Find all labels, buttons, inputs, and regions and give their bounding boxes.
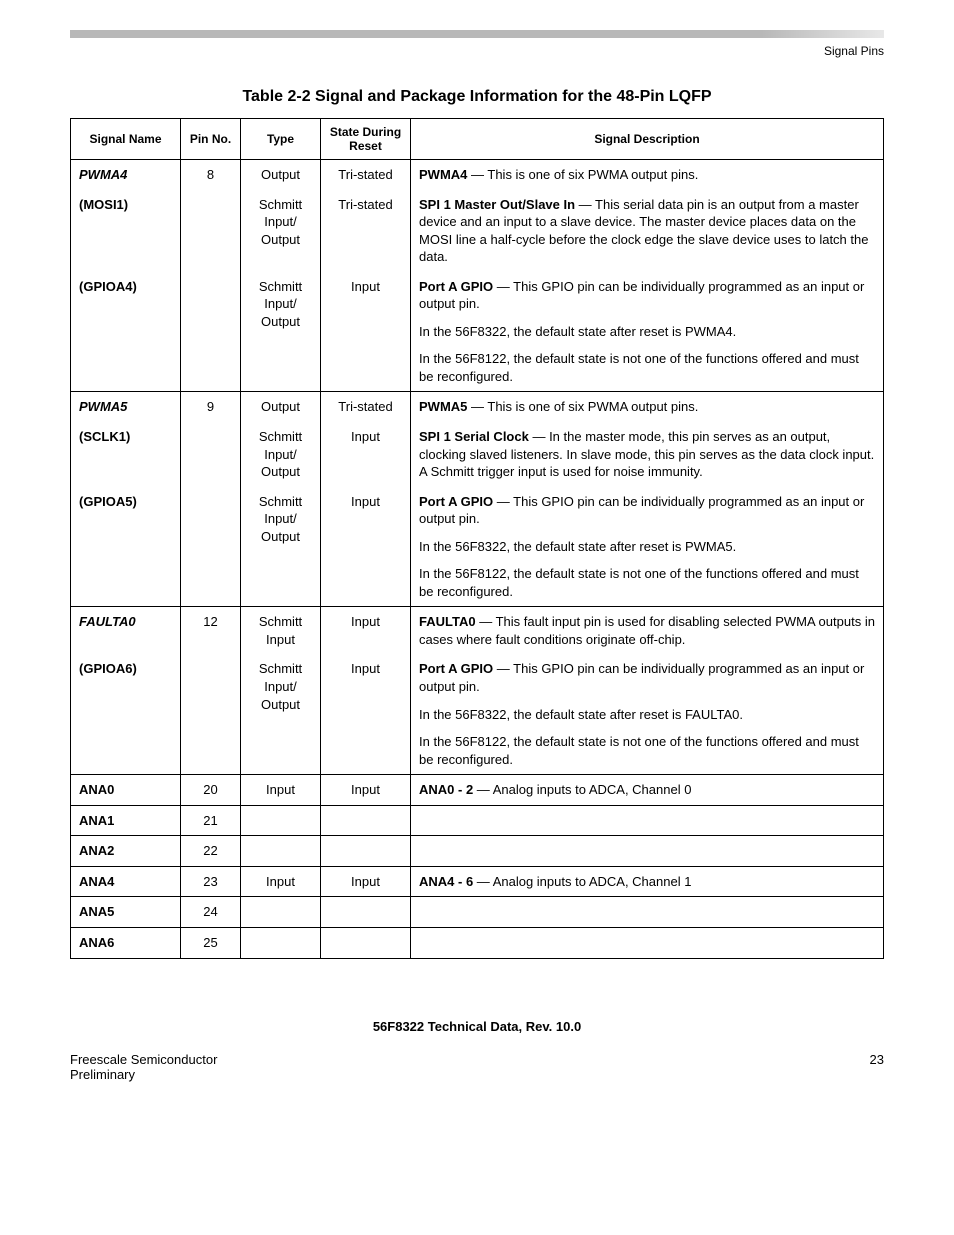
table-row: ANA020InputInputANA0 - 2 — Analog inputs…: [71, 775, 884, 806]
table-row: (GPIOA6) Schmitt Input/ OutputInputPort A…: [71, 654, 884, 774]
cell-description: PWMA4 — This is one of six PWMA output p…: [411, 160, 884, 190]
cell-state: [321, 927, 411, 958]
cell-pin-no: 8: [181, 160, 241, 190]
cell-state: Input: [321, 654, 411, 774]
cell-signal-name: ANA2: [71, 836, 181, 867]
cell-signal-name: PWMA5: [71, 392, 181, 422]
header-section-label: Signal Pins: [70, 44, 884, 58]
table-row: ANA121: [71, 805, 884, 836]
col-signal-name: Signal Name: [71, 119, 181, 160]
cell-signal-name: ANA0: [71, 775, 181, 806]
cell-type: Schmitt Input/ Output: [241, 272, 321, 392]
cell-pin-no: 23: [181, 866, 241, 897]
table-row: (SCLK1) Schmitt Input/ OutputInputSPI 1 S…: [71, 422, 884, 487]
table-row: PWMA59OutputTri-statedPWMA5 — This is on…: [71, 392, 884, 422]
cell-pin-no: [181, 190, 241, 272]
table-row: (GPIOA5) Schmitt Input/ OutputInputPort A…: [71, 487, 884, 607]
cell-description: Port A GPIO — This GPIO pin can be indiv…: [411, 654, 884, 774]
cell-type: Schmitt Input/ Output: [241, 422, 321, 487]
cell-signal-name: (MOSI1): [71, 190, 181, 272]
footer-company: Freescale Semiconductor: [70, 1052, 217, 1067]
cell-pin-no: [181, 487, 241, 607]
footer-page-number: 23: [870, 1052, 884, 1082]
cell-pin-no: 21: [181, 805, 241, 836]
cell-state: [321, 897, 411, 928]
cell-type: Schmitt Input/ Output: [241, 190, 321, 272]
cell-description: PWMA5 — This is one of six PWMA output p…: [411, 392, 884, 422]
table-row: (GPIOA4) Schmitt Input/ OutputInputPort A…: [71, 272, 884, 392]
cell-signal-name: ANA1: [71, 805, 181, 836]
cell-state: Input: [321, 775, 411, 806]
cell-state: Input: [321, 272, 411, 392]
cell-state: Input: [321, 607, 411, 655]
cell-signal-name: (GPIOA4): [71, 272, 181, 392]
cell-description: [411, 927, 884, 958]
cell-state: Tri-stated: [321, 392, 411, 422]
cell-type: Schmitt Input: [241, 607, 321, 655]
col-type: Type: [241, 119, 321, 160]
cell-signal-name: (SCLK1): [71, 422, 181, 487]
cell-type: Output: [241, 160, 321, 190]
cell-signal-name: (GPIOA5): [71, 487, 181, 607]
cell-description: Port A GPIO — This GPIO pin can be indiv…: [411, 272, 884, 392]
cell-pin-no: [181, 422, 241, 487]
table-row: ANA222: [71, 836, 884, 867]
cell-signal-name: FAULTA0: [71, 607, 181, 655]
cell-signal-name: ANA5: [71, 897, 181, 928]
cell-type: [241, 927, 321, 958]
cell-description: SPI 1 Serial Clock — In the master mode,…: [411, 422, 884, 487]
cell-description: FAULTA0 — This fault input pin is used f…: [411, 607, 884, 655]
col-pin-no: Pin No.: [181, 119, 241, 160]
cell-description: Port A GPIO — This GPIO pin can be indiv…: [411, 487, 884, 607]
table-row: FAULTA012Schmitt InputInputFAULTA0 — Thi…: [71, 607, 884, 655]
cell-description: ANA0 - 2 — Analog inputs to ADCA, Channe…: [411, 775, 884, 806]
col-desc: Signal Description: [411, 119, 884, 160]
table-row: ANA423InputInputANA4 - 6 — Analog inputs…: [71, 866, 884, 897]
table-title: Table 2-2 Signal and Package Information…: [70, 88, 884, 106]
cell-signal-name: (GPIOA6): [71, 654, 181, 774]
signal-table: Signal Name Pin No. Type State During Re…: [70, 118, 884, 959]
cell-state: Input: [321, 866, 411, 897]
cell-pin-no: [181, 654, 241, 774]
cell-description: SPI 1 Master Out/Slave In — This serial …: [411, 190, 884, 272]
cell-state: Input: [321, 487, 411, 607]
table-row: ANA625: [71, 927, 884, 958]
cell-type: Schmitt Input/ Output: [241, 654, 321, 774]
cell-signal-name: PWMA4: [71, 160, 181, 190]
cell-signal-name: ANA6: [71, 927, 181, 958]
cell-signal-name: ANA4: [71, 866, 181, 897]
cell-state: Tri-stated: [321, 190, 411, 272]
cell-type: Schmitt Input/ Output: [241, 487, 321, 607]
cell-state: [321, 805, 411, 836]
cell-type: Input: [241, 775, 321, 806]
footer-doc-title: 56F8322 Technical Data, Rev. 10.0: [70, 1019, 884, 1034]
cell-pin-no: [181, 272, 241, 392]
cell-description: ANA4 - 6 — Analog inputs to ADCA, Channe…: [411, 866, 884, 897]
cell-description: [411, 836, 884, 867]
cell-type: [241, 897, 321, 928]
footer-left: Freescale Semiconductor Preliminary: [70, 1052, 217, 1082]
col-state: State During Reset: [321, 119, 411, 160]
cell-pin-no: 12: [181, 607, 241, 655]
table-row: ANA524: [71, 897, 884, 928]
cell-pin-no: 25: [181, 927, 241, 958]
cell-state: [321, 836, 411, 867]
cell-pin-no: 24: [181, 897, 241, 928]
table-row: (MOSI1) Schmitt Input/ OutputTri-statedSP…: [71, 190, 884, 272]
cell-pin-no: 22: [181, 836, 241, 867]
cell-description: [411, 897, 884, 928]
cell-pin-no: 9: [181, 392, 241, 422]
footer-status: Preliminary: [70, 1067, 135, 1082]
cell-type: Input: [241, 866, 321, 897]
cell-type: [241, 836, 321, 867]
cell-state: Input: [321, 422, 411, 487]
cell-pin-no: 20: [181, 775, 241, 806]
table-row: PWMA48OutputTri-statedPWMA4 — This is on…: [71, 160, 884, 190]
header-gradient-bar: [70, 30, 884, 38]
cell-state: Tri-stated: [321, 160, 411, 190]
cell-description: [411, 805, 884, 836]
cell-type: Output: [241, 392, 321, 422]
cell-type: [241, 805, 321, 836]
